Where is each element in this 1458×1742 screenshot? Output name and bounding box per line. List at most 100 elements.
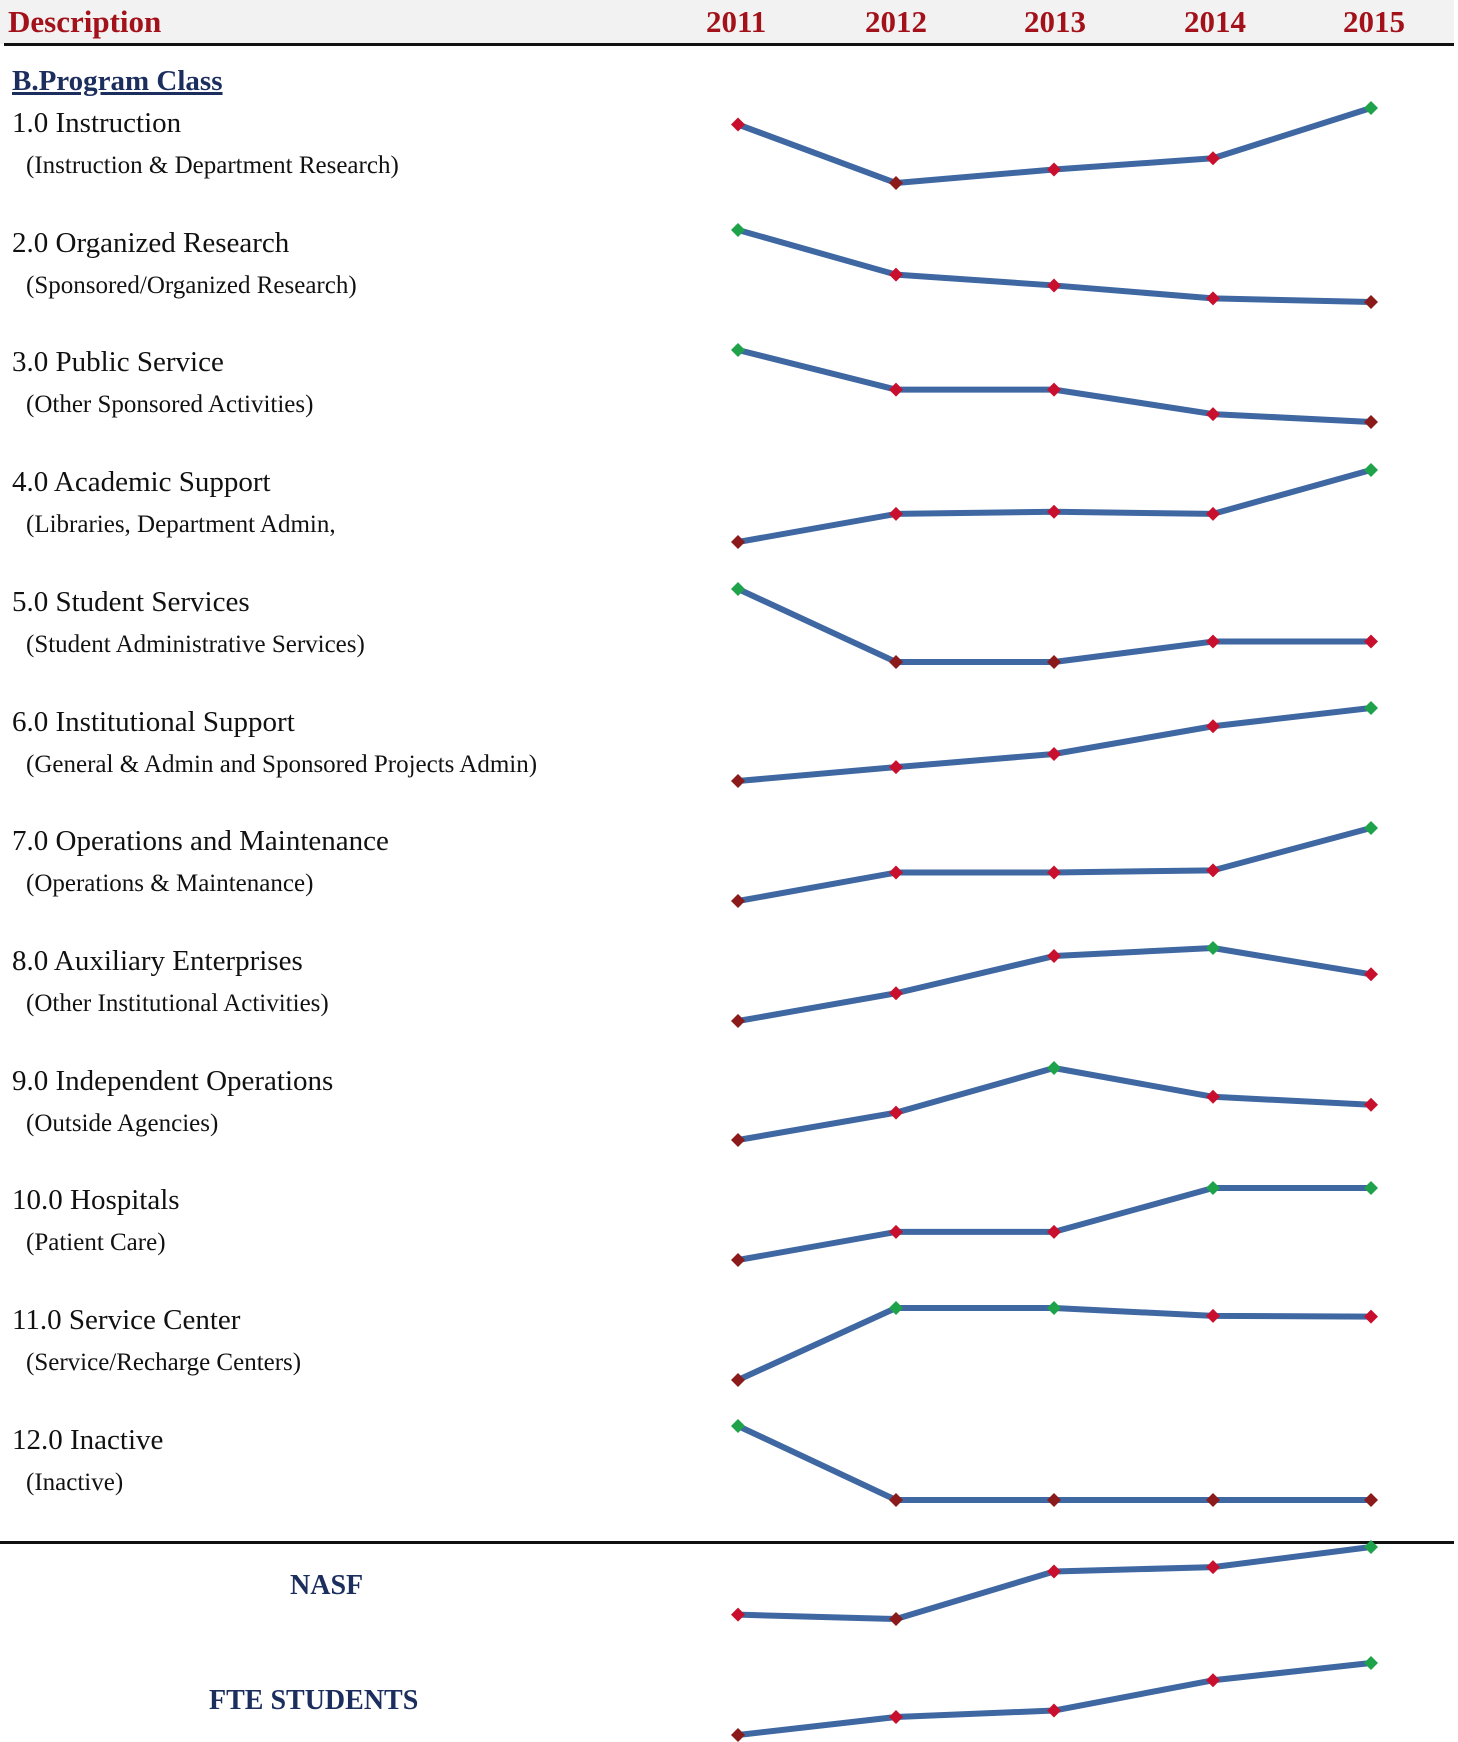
sparkline-marker-13-2: [1047, 1703, 1061, 1718]
sparkline-marker-3-0: [731, 535, 745, 549]
sparkline-marker-6-4: [1364, 821, 1378, 835]
totals-divider: [0, 1541, 1454, 1544]
row-label-operations-maintenance: 7.0 Operations and Maintenance: [12, 825, 389, 857]
year-header-2015: 2015: [1343, 4, 1405, 39]
sparkline-marker-1-3: [1206, 291, 1220, 306]
sparkline-marker-8-0: [731, 1133, 745, 1147]
sparkline-marker-10-4: [1364, 1309, 1378, 1324]
row-sub-service-center: (Service/Recharge Centers): [26, 1349, 302, 1376]
sparkline-marker-13-1: [889, 1710, 903, 1724]
sparkline-marker-0-4: [1364, 101, 1378, 115]
sparkline-marker-13-0: [731, 1728, 745, 1742]
sparkline-marker-3-1: [889, 506, 903, 521]
sparkline-marker-11-4: [1364, 1493, 1378, 1507]
row-sub-operations-maintenance: (Operations & Maintenance): [26, 870, 314, 897]
row-label-hospitals: 10.0 Hospitals: [12, 1184, 180, 1216]
sparkline-marker-11-3: [1206, 1493, 1220, 1507]
sparkline-marker-10-3: [1206, 1308, 1220, 1323]
sparkline-marker-7-4: [1364, 967, 1378, 982]
sparkline-marker-13-3: [1206, 1673, 1220, 1688]
row-sub-institutional-support: (General & Admin and Sponsored Projects …: [26, 751, 538, 778]
sparkline-marker-8-2: [1047, 1061, 1061, 1075]
row-label-auxiliary-enterprises: 8.0 Auxiliary Enterprises: [12, 945, 303, 977]
row-sub-inactive: (Inactive): [26, 1469, 124, 1496]
row-label-institutional-support: 6.0 Institutional Support: [12, 706, 295, 738]
sparkline-marker-0-3: [1206, 151, 1220, 166]
sparkline-marker-6-0: [731, 894, 745, 908]
sparkline-marker-10-0: [731, 1373, 745, 1387]
row-label-instruction: 1.0 Instruction: [12, 107, 182, 139]
row-label-inactive: 12.0 Inactive: [12, 1424, 164, 1456]
sparkline-6: [735, 825, 1374, 904]
row-label-service-center: 11.0 Service Center: [12, 1304, 241, 1336]
sparkline-marker-10-2: [1047, 1301, 1061, 1315]
sparkline-marker-6-3: [1206, 863, 1220, 878]
sparkline-marker-5-1: [889, 760, 903, 775]
sparkline-marker-12-0: [731, 1607, 745, 1622]
sparkline-marker-2-3: [1206, 407, 1220, 422]
sparkline-marker-7-0: [731, 1014, 745, 1028]
sparkline-marker-1-2: [1047, 278, 1061, 293]
year-header-2011: 2011: [706, 4, 767, 39]
row-sub-organized-research: (Sponsored/Organized Research): [26, 272, 357, 299]
sparkline-marker-6-2: [1047, 865, 1061, 880]
sparkline-marker-7-2: [1047, 949, 1061, 964]
sparkline-marker-6-1: [889, 865, 903, 880]
row-label-independent-operations: 9.0 Independent Operations: [12, 1065, 334, 1097]
sparkline-marker-2-4: [1364, 415, 1378, 429]
section-title: B.Program Class: [12, 65, 223, 97]
sparkline-marker-9-4: [1364, 1181, 1378, 1195]
row-sub-public-service: (Other Sponsored Activities): [26, 391, 314, 418]
row-sub-auxiliary-enterprises: (Other Institutional Activities): [26, 990, 329, 1017]
sparkline-marker-5-2: [1047, 746, 1061, 761]
sparkline-marker-12-4: [1364, 1540, 1378, 1554]
sparkline-marker-12-2: [1047, 1564, 1061, 1579]
row-sub-academic-support: (Libraries, Department Admin,: [26, 511, 336, 538]
sparkline-11: [735, 1423, 1374, 1503]
sparkline-marker-5-3: [1206, 719, 1220, 734]
sparkline-marker-10-1: [889, 1301, 903, 1315]
sparkline-marker-12-1: [889, 1612, 903, 1626]
sparkline-4: [735, 586, 1374, 665]
sparkline-marker-2-1: [889, 382, 903, 397]
year-header-2013: 2013: [1024, 4, 1086, 39]
year-header-2014: 2014: [1184, 4, 1246, 39]
sparkline-marker-9-0: [731, 1253, 745, 1267]
sparkline-marker-2-2: [1047, 382, 1061, 397]
sparkline-marker-8-1: [889, 1105, 903, 1120]
sparkline-marker-4-0: [731, 582, 745, 596]
year-header-2012: 2012: [865, 4, 927, 39]
sparkline-marker-12-3: [1206, 1560, 1220, 1575]
sparkline-marker-11-0: [731, 1419, 745, 1433]
row-sub-student-services: (Student Administrative Services): [26, 631, 365, 658]
sparkline-marker-1-0: [731, 223, 745, 237]
sparkline-marker-9-1: [889, 1224, 903, 1239]
sparkline-marker-9-2: [1047, 1224, 1061, 1239]
total-label-nasf: NASF: [290, 1570, 364, 1601]
row-label-student-services: 5.0 Student Services: [12, 586, 250, 618]
table-header: [0, 0, 1454, 44]
sparkline-marker-1-1: [889, 267, 903, 282]
sparkline-marker-5-4: [1364, 701, 1378, 715]
sparkline-marker-5-0: [731, 774, 745, 788]
sparkline-marker-0-2: [1047, 162, 1061, 177]
sparkline-marker-0-1: [889, 176, 903, 190]
description-header: Description: [8, 4, 162, 39]
row-sub-instruction: (Instruction & Department Research): [26, 152, 399, 179]
row-sub-independent-operations: (Outside Agencies): [26, 1110, 219, 1137]
sparkline-marker-0-0: [731, 117, 745, 132]
sparkline-marker-9-3: [1206, 1181, 1220, 1195]
sparkline-marker-11-1: [889, 1493, 903, 1507]
row-label-organized-research: 2.0 Organized Research: [12, 227, 290, 259]
sparkline-marker-11-2: [1047, 1493, 1061, 1507]
sparkline-marker-13-4: [1364, 1656, 1378, 1670]
sparkline-8: [735, 1065, 1374, 1143]
sparkline-marker-8-4: [1364, 1097, 1378, 1112]
total-label-fte-students: FTE STUDENTS: [209, 1685, 419, 1716]
sparkline-10: [735, 1305, 1374, 1383]
sparkline-marker-4-3: [1206, 634, 1220, 649]
row-label-academic-support: 4.0 Academic Support: [12, 466, 271, 498]
sparkline-marker-3-3: [1206, 506, 1220, 521]
row-sub-hospitals: (Patient Care): [26, 1229, 166, 1256]
sparkline-marker-1-4: [1364, 295, 1378, 309]
